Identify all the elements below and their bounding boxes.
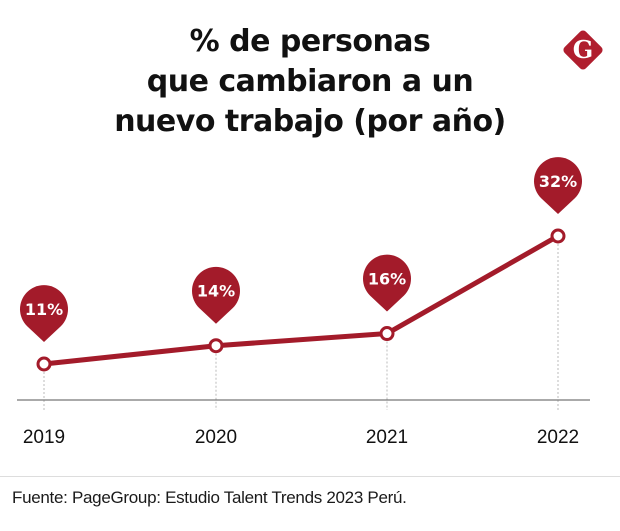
title-line-2: que cambiaron a un (146, 64, 474, 99)
source-note: Fuente: PageGroup: Estudio Talent Trends… (12, 488, 407, 507)
x-tick-label-2022: 2022 (537, 427, 579, 448)
data-label-2021: 16% (368, 270, 406, 289)
title-line-1: % de personas (189, 24, 431, 59)
data-label-2019: 11% (25, 300, 63, 319)
data-point-2019 (36, 356, 52, 372)
data-label-2022: 32% (539, 172, 577, 191)
data-label-pin-2021 (363, 254, 411, 312)
title-line-3: nuevo trabajo (por año) (114, 104, 506, 139)
logo-diamond (563, 30, 603, 70)
line-chart: 11% 14% 16% 32% 2019 2020 2021 2022 (17, 157, 590, 448)
chart-title: % de personas que cambiaron a un nuevo t… (0, 22, 620, 142)
logo-letter: G (573, 35, 594, 64)
data-point-2022 (550, 228, 566, 244)
data-label-pin-2022 (533, 157, 582, 214)
gestion-logo-icon: G (563, 30, 603, 70)
series-line (41, 233, 561, 367)
data-point-2021 (379, 326, 395, 342)
data-label-2020: 14% (197, 282, 235, 301)
x-tick-label-2020: 2020 (195, 427, 237, 448)
data-point-2020 (208, 338, 224, 354)
data-label-pin-2019 (20, 285, 69, 342)
x-tick-label-2019: 2019 (23, 427, 65, 448)
data-label-pin-2020 (192, 266, 241, 324)
x-tick-label-2021: 2021 (366, 427, 408, 448)
footer-divider (0, 476, 620, 477)
